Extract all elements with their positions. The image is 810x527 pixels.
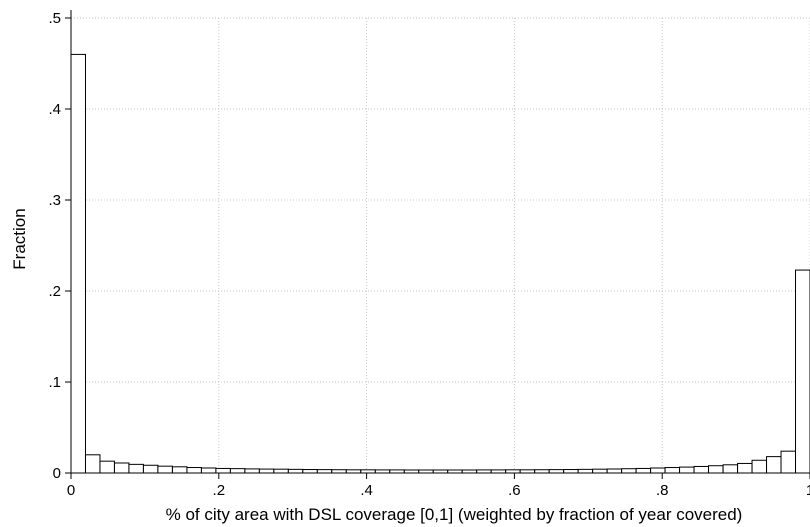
histogram-bar — [751, 459, 768, 474]
x-tick-label: .8 — [656, 482, 669, 499]
histogram-bar — [70, 53, 86, 474]
histogram-bar — [128, 463, 144, 474]
histogram-bar — [722, 464, 739, 474]
histogram-bar — [157, 465, 173, 474]
histogram-bar — [215, 467, 231, 474]
y-tick-label: .4 — [48, 101, 61, 118]
histogram-bar — [316, 469, 333, 474]
histogram-bar — [577, 468, 594, 474]
histogram-bar — [99, 460, 115, 474]
histogram-bar — [186, 467, 202, 474]
y-tick-label: .1 — [48, 374, 61, 391]
y-tick-label: .2 — [48, 283, 61, 300]
x-tick-label: .6 — [508, 482, 521, 499]
histogram-bar — [113, 462, 130, 474]
histogram-bar — [302, 469, 318, 474]
histogram-bar — [287, 468, 304, 474]
histogram-bar — [795, 269, 810, 474]
axes — [65, 10, 810, 479]
histogram-bar — [766, 456, 782, 474]
histogram-bar — [679, 466, 695, 474]
histogram-bar — [780, 450, 797, 474]
histogram-bar — [200, 467, 217, 474]
histogram-bar — [273, 468, 289, 474]
histogram-bar — [171, 466, 188, 474]
y-tick-label: .5 — [48, 10, 61, 27]
grid — [71, 17, 810, 473]
x-tick-labels: 0 .2 .4 .6 .8 1 — [67, 482, 810, 499]
histogram-bar — [737, 462, 753, 474]
x-tick-label: .2 — [213, 482, 226, 499]
histogram-bar — [258, 468, 275, 474]
histogram-bar — [142, 464, 159, 474]
histogram-bar — [229, 468, 246, 474]
histogram-bar — [635, 467, 652, 474]
histogram-bar — [84, 454, 101, 474]
histogram-bar — [621, 468, 637, 474]
histogram-bar — [606, 468, 623, 474]
x-tick-label: 1 — [806, 482, 810, 499]
histogram-bar — [244, 468, 260, 474]
histogram-bar — [693, 465, 710, 474]
y-tick-labels: 0 .1 .2 .3 .4 .5 — [48, 10, 61, 482]
histogram-bar — [708, 465, 724, 474]
bars — [70, 53, 810, 474]
y-tick-label: 0 — [53, 465, 61, 482]
histogram-bar — [592, 468, 608, 474]
y-tick-label: .3 — [48, 192, 61, 209]
histogram-bar — [548, 469, 565, 474]
histogram-bar — [650, 467, 666, 474]
y-axis-label: Fraction — [10, 208, 29, 269]
x-tick-label: 0 — [67, 482, 75, 499]
x-tick-label: .4 — [360, 482, 373, 499]
histogram-bar — [563, 469, 579, 474]
x-axis-label: % of city area with DSL coverage [0,1] (… — [166, 505, 743, 524]
histogram-bar — [664, 467, 681, 474]
